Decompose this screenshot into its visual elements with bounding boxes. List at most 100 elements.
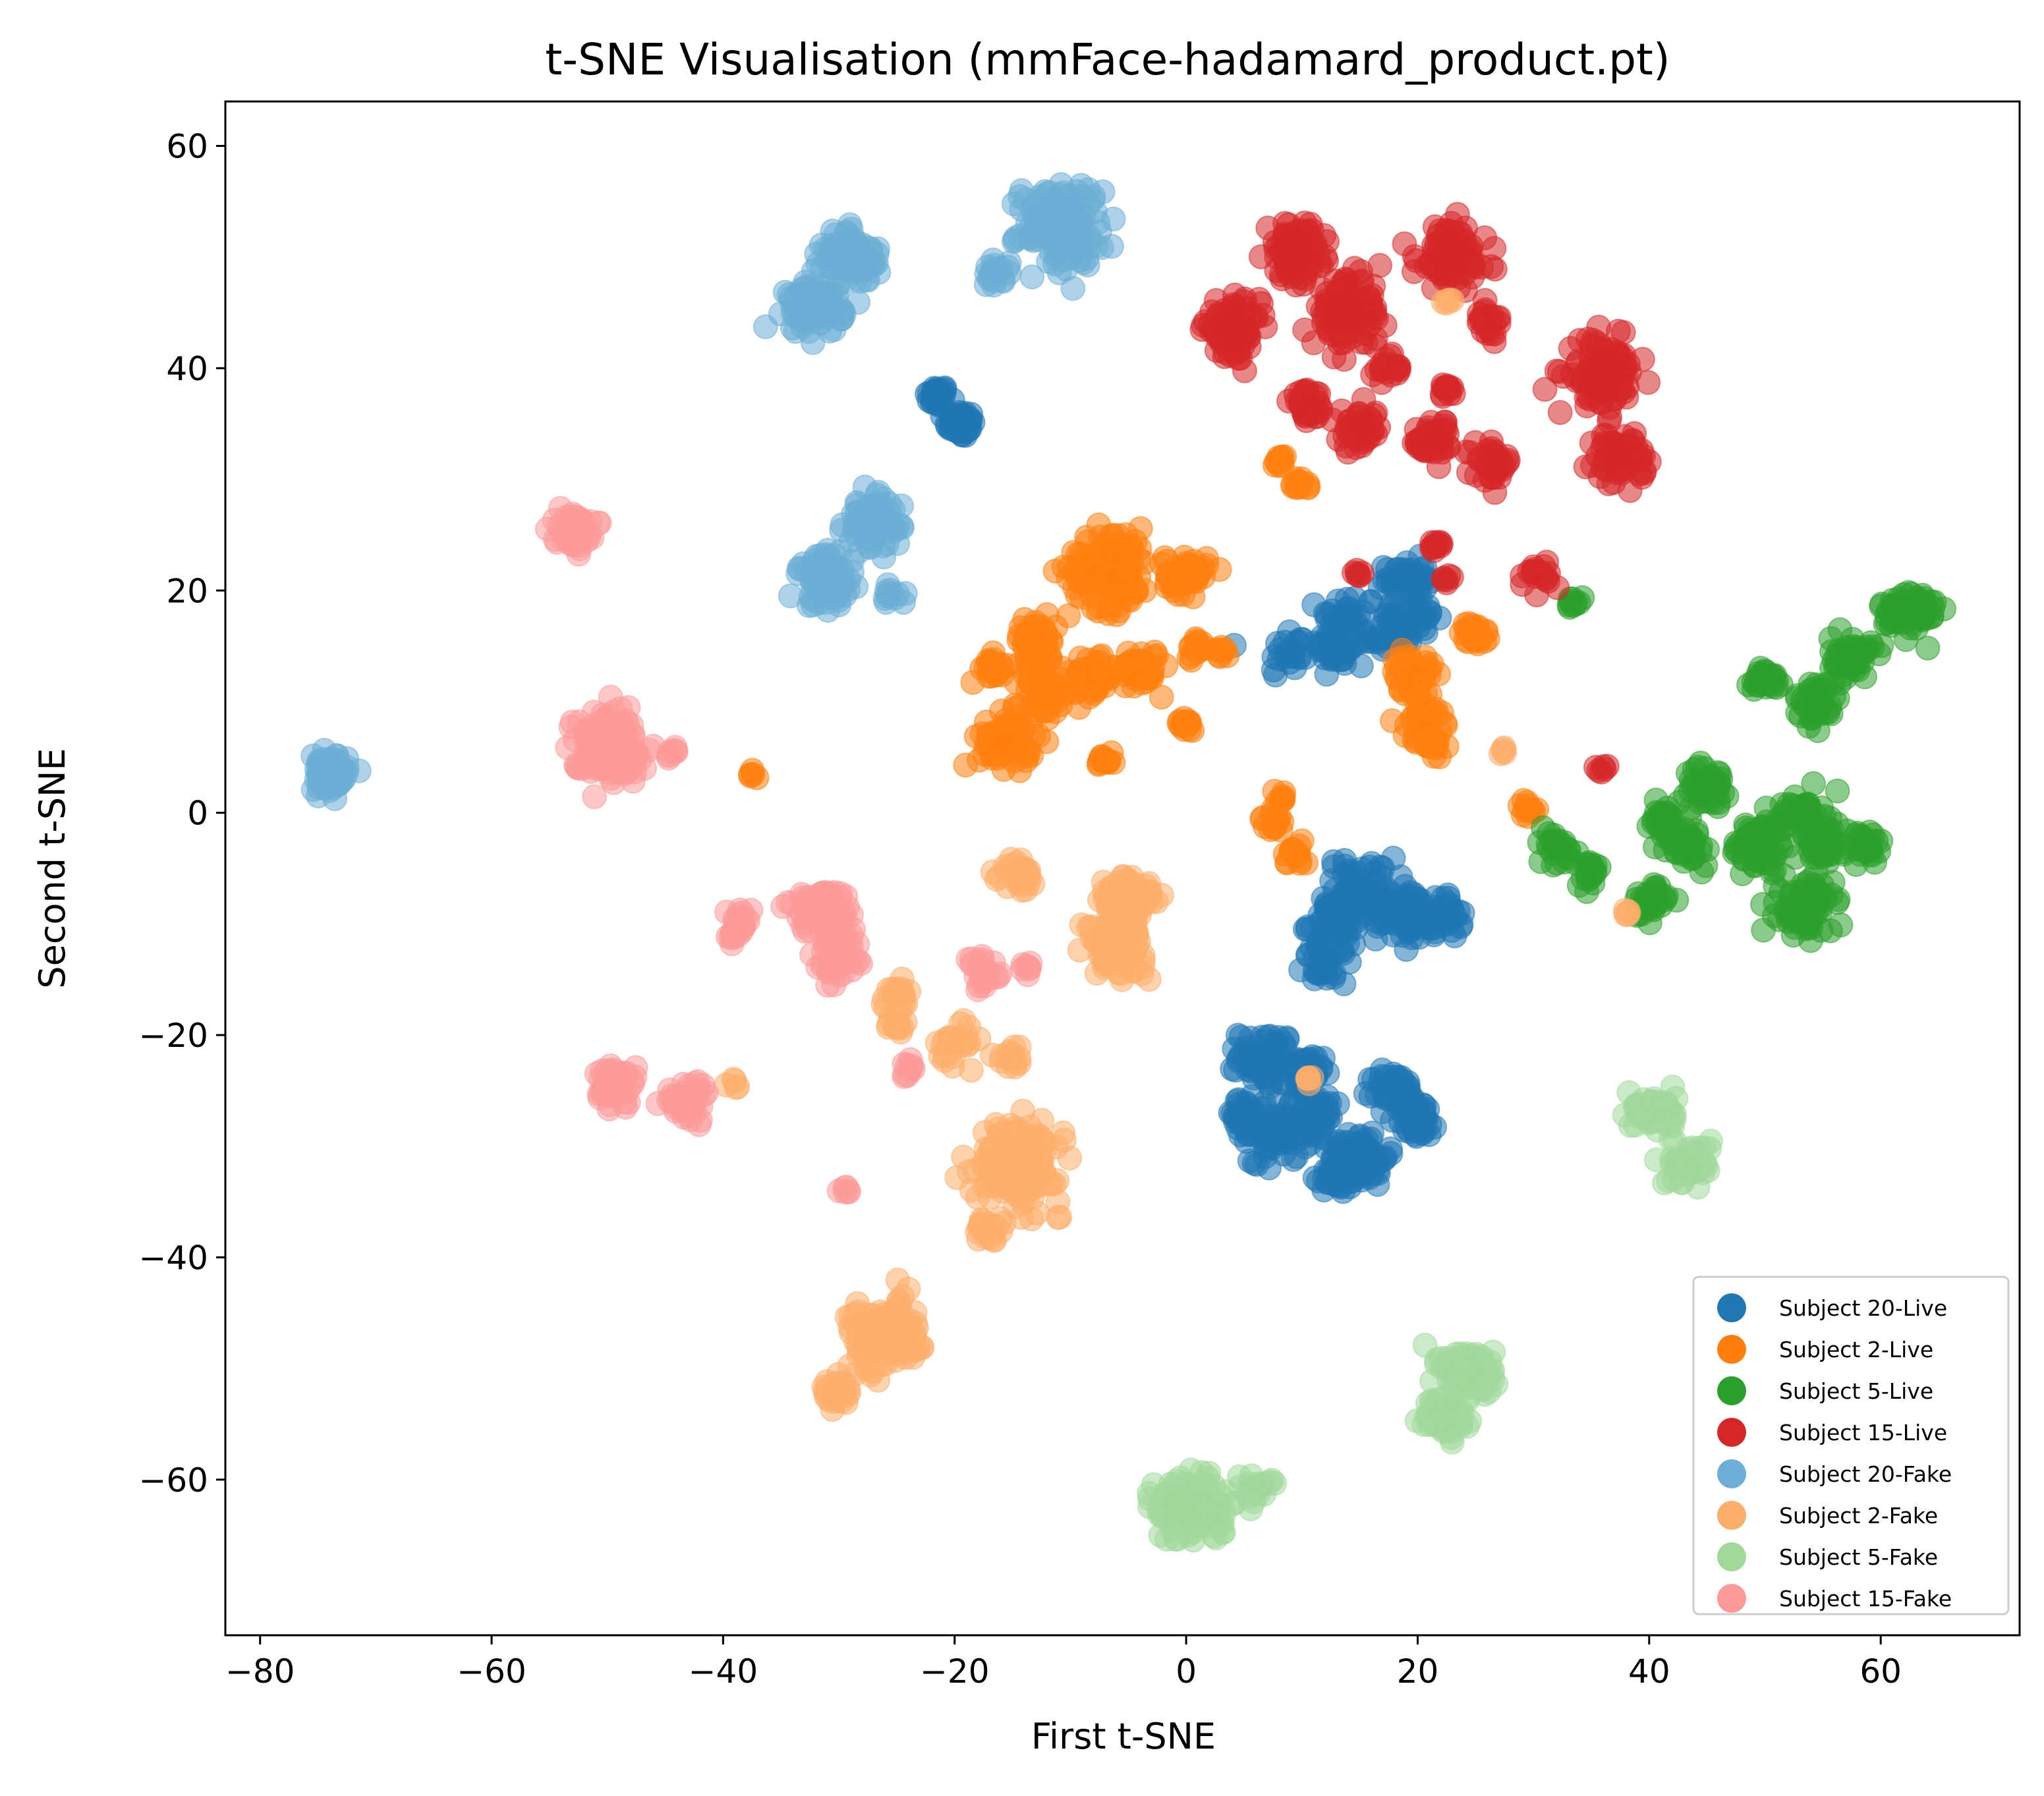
scatter-point <box>1386 354 1412 379</box>
scatter-point <box>1149 685 1174 710</box>
scatter-point <box>1352 1142 1377 1167</box>
scatter-point <box>1378 905 1404 931</box>
scatter-point <box>1315 1094 1340 1120</box>
scatter-point <box>1047 1204 1073 1230</box>
scatter-point <box>971 1151 997 1177</box>
scatter-point <box>1359 851 1384 876</box>
scatter-point <box>1828 912 1854 938</box>
scatter-point <box>1286 468 1311 494</box>
scatter-point <box>1104 538 1130 563</box>
scatter-point <box>1576 851 1601 877</box>
scatter-point <box>1421 233 1446 258</box>
scatter-point <box>1019 264 1045 290</box>
series-0-points <box>914 375 1475 1204</box>
scatter-point <box>960 410 986 435</box>
scatter-point <box>1909 597 1935 623</box>
scatter-point <box>1689 783 1715 808</box>
scatter-point <box>1207 557 1232 582</box>
scatter-point <box>1324 615 1350 641</box>
scatter-point <box>1067 938 1093 963</box>
scatter-point <box>1042 208 1068 233</box>
scatter-point <box>1385 667 1411 692</box>
scatter-point <box>1737 817 1763 843</box>
scatter-point <box>885 1014 911 1040</box>
scatter-point <box>1767 812 1793 837</box>
scatter-point <box>1456 617 1481 642</box>
scatter-point <box>1293 408 1319 434</box>
scatter-point <box>1040 690 1065 716</box>
scatter-point <box>1722 837 1748 862</box>
scatter-point <box>1421 922 1447 947</box>
scatter-point <box>1664 839 1689 865</box>
scatter-point <box>1283 272 1309 298</box>
scatter-point <box>1751 917 1776 943</box>
scatter-point <box>1314 661 1340 687</box>
scatter-point <box>814 571 839 596</box>
scatter-point <box>1421 895 1446 920</box>
scatter-point <box>1482 480 1508 505</box>
scatter-point <box>1616 901 1641 926</box>
scatter-point <box>1685 1174 1711 1200</box>
scatter-point <box>1454 237 1479 263</box>
scatter-point <box>1539 828 1564 854</box>
scatter-point <box>1414 733 1440 759</box>
scatter-point <box>1611 343 1637 368</box>
scatter-point <box>1915 635 1941 661</box>
scatter-point <box>1086 512 1112 538</box>
scatter-point <box>1065 670 1091 696</box>
scatter-point <box>1302 1165 1328 1191</box>
scatter-point <box>1404 1092 1430 1118</box>
scatter-point <box>1790 691 1816 717</box>
scatter-point <box>831 302 857 327</box>
scatter-point <box>1149 551 1175 577</box>
scatter-points <box>300 172 1957 1553</box>
scatter-point <box>1001 191 1027 217</box>
scatter-point <box>982 1227 1008 1253</box>
scatter-point <box>1265 1087 1291 1113</box>
scatter-point <box>1344 882 1370 908</box>
scatter-point <box>1260 1135 1286 1161</box>
scatter-point <box>1881 594 1907 619</box>
scatter-point <box>1189 317 1215 342</box>
scatter-point <box>1825 889 1850 915</box>
scatter-point <box>1095 601 1121 627</box>
scatter-point <box>1463 1341 1489 1367</box>
scatter-point <box>1001 1119 1026 1145</box>
scatter-point <box>1291 1096 1317 1122</box>
scatter-point <box>1428 533 1453 559</box>
scatter-point <box>994 714 1019 739</box>
scatter-point <box>1760 674 1786 699</box>
scatter-point <box>1417 1111 1442 1137</box>
scatter-point <box>1326 307 1351 333</box>
chart-title: t-SNE Visualisation (mmFace-hadamard_pro… <box>545 34 1670 85</box>
scatter-point <box>1491 453 1517 479</box>
scatter-point <box>1123 578 1149 604</box>
scatter-point <box>1090 179 1116 205</box>
scatter-point <box>1347 563 1373 588</box>
scatter-point <box>1264 804 1289 830</box>
scatter-point <box>979 663 1004 689</box>
scatter-point <box>1115 941 1140 967</box>
scatter-point <box>1809 832 1835 858</box>
scatter-point <box>972 1119 998 1145</box>
scatter-point <box>1490 739 1516 764</box>
scatter-point <box>1382 1064 1408 1090</box>
scatter-point <box>1825 778 1850 804</box>
scatter-point <box>1069 912 1094 938</box>
scatter-point <box>1372 568 1398 594</box>
scatter-point <box>791 296 816 322</box>
scatter-point <box>860 1359 886 1384</box>
scatter-point <box>1643 1147 1669 1173</box>
scatter-point <box>1431 418 1456 444</box>
scatter-point <box>1100 206 1126 232</box>
scatter-point <box>1171 712 1197 737</box>
scatter-point <box>1051 1127 1077 1153</box>
scatter-point <box>1080 561 1106 586</box>
scatter-point <box>1022 1163 1047 1188</box>
scatter-point <box>903 1310 928 1335</box>
scatter-point <box>1348 653 1374 679</box>
scatter-point <box>1750 891 1775 917</box>
scatter-point <box>1610 320 1636 345</box>
scatter-point <box>1008 868 1033 893</box>
scatter-point <box>1170 567 1195 593</box>
